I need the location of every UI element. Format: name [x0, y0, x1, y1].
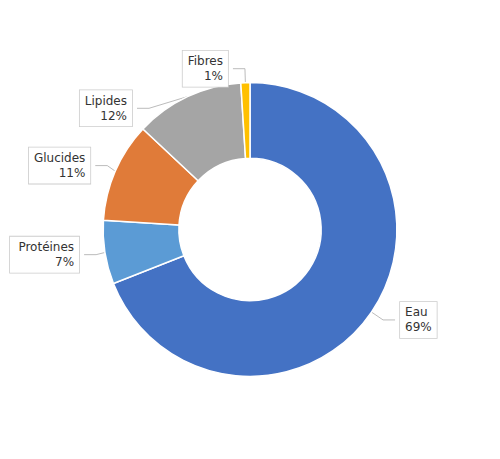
svg-text:Fibres: Fibres — [188, 54, 223, 68]
svg-text:Lipides: Lipides — [85, 94, 127, 108]
svg-text:11%: 11% — [59, 166, 86, 180]
svg-text:7%: 7% — [55, 255, 74, 269]
svg-text:69%: 69% — [405, 320, 432, 334]
svg-text:12%: 12% — [100, 109, 127, 123]
svg-text:Eau: Eau — [405, 305, 428, 319]
svg-text:1%: 1% — [204, 69, 223, 83]
svg-text:Protéines: Protéines — [18, 240, 74, 254]
svg-text:Glucides: Glucides — [34, 151, 85, 165]
